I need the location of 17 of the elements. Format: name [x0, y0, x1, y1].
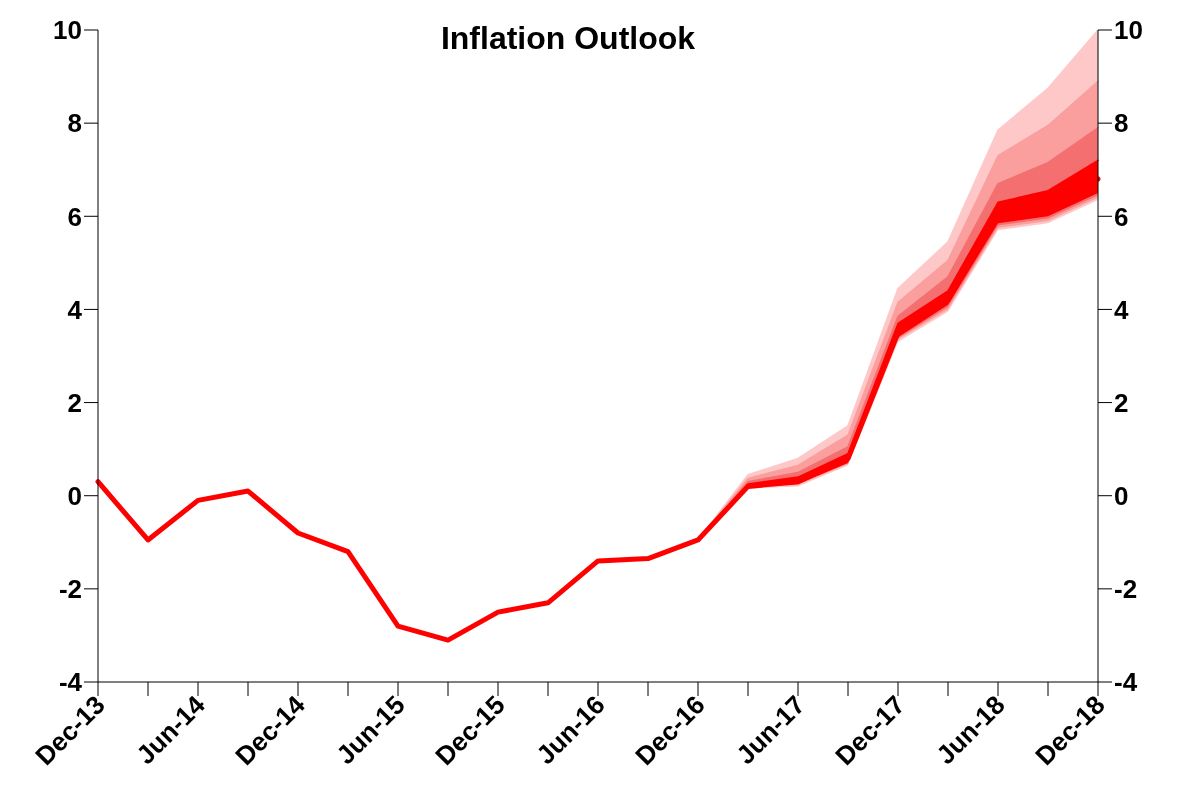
y2-tick-label: 6 [1114, 201, 1129, 232]
y2-tick-label: 8 [1114, 108, 1129, 139]
y2-tick-label: 0 [1114, 480, 1129, 511]
y-tick-label: 4 [67, 294, 83, 325]
y2-tick-label: -2 [1114, 574, 1138, 605]
y2-tick-label: 2 [1114, 387, 1129, 418]
y-tick-label: 6 [67, 201, 82, 232]
y2-tick-label: 10 [1114, 15, 1143, 46]
y-tick-label: -2 [58, 574, 82, 605]
chart-title: Inflation Outlook [440, 20, 696, 56]
y-tick-label: 0 [67, 480, 82, 511]
y-tick-label: 2 [67, 387, 82, 418]
y2-tick-label: 4 [1114, 294, 1129, 325]
y-tick-label: 10 [53, 15, 82, 46]
y-tick-label: 8 [67, 108, 82, 139]
y2-tick-label: -4 [1114, 667, 1138, 698]
y-tick-label: -4 [58, 667, 83, 698]
